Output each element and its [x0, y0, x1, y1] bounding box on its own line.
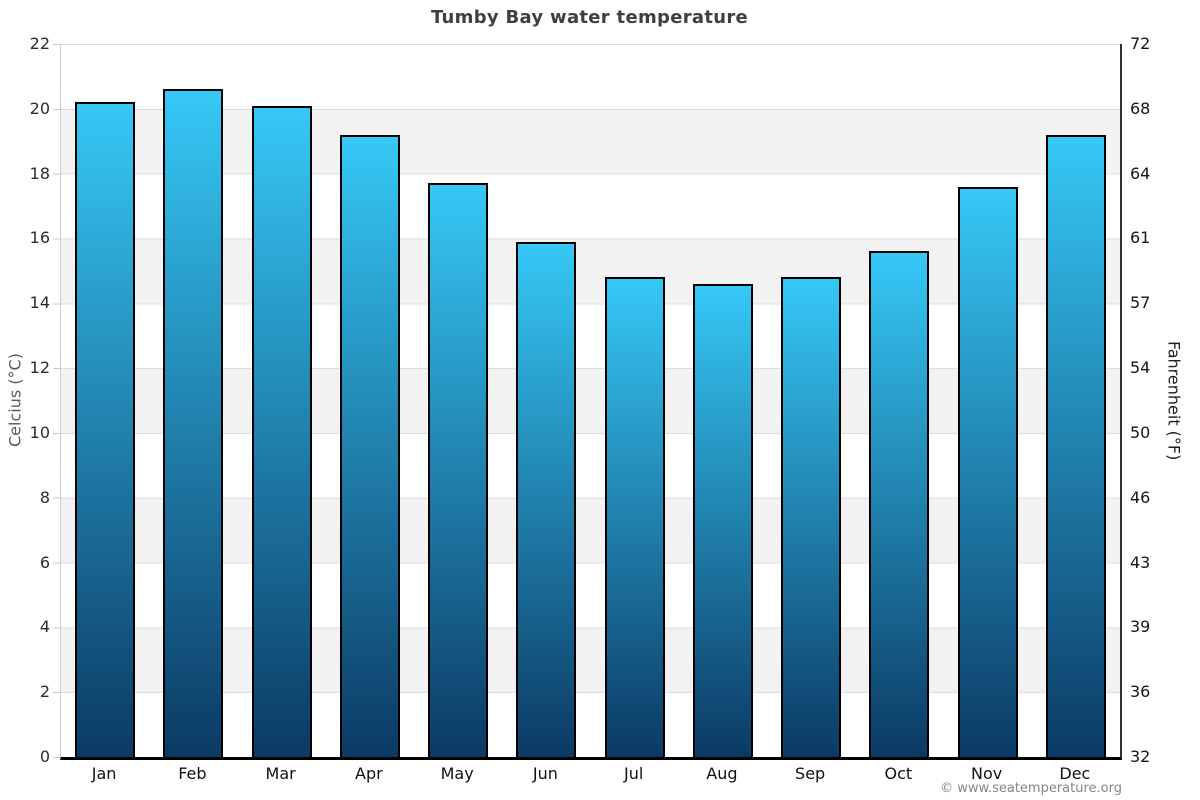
bar-slot-aug: [679, 44, 767, 757]
bar-apr: [339, 134, 400, 757]
bar-slot-jul: [591, 44, 679, 757]
month-label-sep: Sep: [795, 764, 826, 783]
fahrenheit-tick-68: 68: [1130, 98, 1151, 118]
fahrenheit-tick-46: 46: [1130, 487, 1151, 507]
bar-slot-apr: [326, 44, 414, 757]
watermark: © www.seatemperature.org: [940, 781, 1122, 796]
celsius-tick-2: 2: [39, 682, 50, 702]
month-label-nov: Nov: [971, 764, 1003, 783]
celsius-tick-labels: 22 20 18 16 14 12 10 8 6 4 2 0: [0, 34, 50, 766]
celsius-tick-0: 0: [39, 747, 50, 766]
celsius-tick-20: 20: [29, 98, 50, 118]
celsius-tick-12: 12: [29, 358, 50, 378]
bar-jul: [604, 277, 665, 757]
celsius-tick-10: 10: [29, 422, 50, 442]
bar-mar: [251, 105, 312, 757]
month-label-aug: Aug: [706, 764, 738, 783]
celsius-tick-18: 18: [29, 163, 50, 183]
chart-title: Tumby Bay water temperature: [430, 7, 749, 28]
bar-dec: [1045, 134, 1106, 757]
bar-oct: [869, 251, 930, 757]
fahrenheit-tick-57: 57: [1130, 293, 1151, 313]
bar-may: [428, 183, 489, 757]
month-label-feb: Feb: [178, 764, 207, 783]
celsius-tick-6: 6: [39, 552, 50, 572]
right-axis-title: Fahrenheit (°F): [1164, 340, 1184, 461]
celsius-tick-16: 16: [29, 228, 50, 248]
fahrenheit-tick-64: 64: [1130, 163, 1151, 183]
celsius-tick-22: 22: [29, 34, 50, 53]
bar-slot-dec: [1032, 44, 1120, 757]
bar-aug: [692, 283, 753, 757]
month-axis-labels: Jan Feb Mar Apr May Jun Jul Aug Sep Oct Nov Dec: [60, 760, 1119, 783]
fahrenheit-tick-43: 43: [1130, 552, 1151, 572]
month-label-apr: Apr: [355, 764, 383, 783]
fahrenheit-tick-labels: 72 68 64 61 57 54 50 46 43 39 36 32: [1130, 34, 1174, 766]
bar-slot-feb: [149, 44, 237, 757]
fahrenheit-tick-50: 50: [1130, 422, 1151, 442]
bar-sep: [781, 277, 842, 757]
fahrenheit-tick-61: 61: [1130, 228, 1151, 248]
month-label-jul: Jul: [623, 764, 644, 783]
month-label-oct: Oct: [884, 764, 913, 783]
bar-slot-oct: [855, 44, 943, 757]
bar-slot-nov: [944, 44, 1032, 757]
plot-area: [60, 44, 1122, 760]
month-label-jun: Jun: [532, 764, 558, 783]
bar-slot-jun: [502, 44, 590, 757]
bar-nov: [957, 186, 1018, 757]
bar-feb: [163, 89, 224, 757]
celsius-tick-4: 4: [39, 617, 50, 637]
month-label-mar: Mar: [265, 764, 296, 783]
bar-slot-sep: [767, 44, 855, 757]
bar-series: [61, 44, 1120, 757]
left-axis-tick-marks: [53, 44, 60, 758]
celsius-tick-8: 8: [39, 487, 50, 507]
month-label-may: May: [440, 764, 474, 783]
month-label-jan: Jan: [91, 764, 117, 783]
fahrenheit-tick-39: 39: [1130, 617, 1151, 637]
celsius-tick-14: 14: [29, 293, 50, 313]
bar-slot-jan: [61, 44, 149, 757]
bar-jan: [75, 102, 136, 757]
fahrenheit-tick-32: 32: [1130, 747, 1151, 766]
bar-slot-mar: [238, 44, 326, 757]
fahrenheit-tick-36: 36: [1130, 682, 1151, 702]
bar-slot-may: [414, 44, 502, 757]
month-label-dec: Dec: [1059, 764, 1091, 783]
fahrenheit-tick-72: 72: [1130, 34, 1151, 53]
fahrenheit-tick-54: 54: [1130, 358, 1151, 378]
bar-jun: [516, 241, 577, 757]
